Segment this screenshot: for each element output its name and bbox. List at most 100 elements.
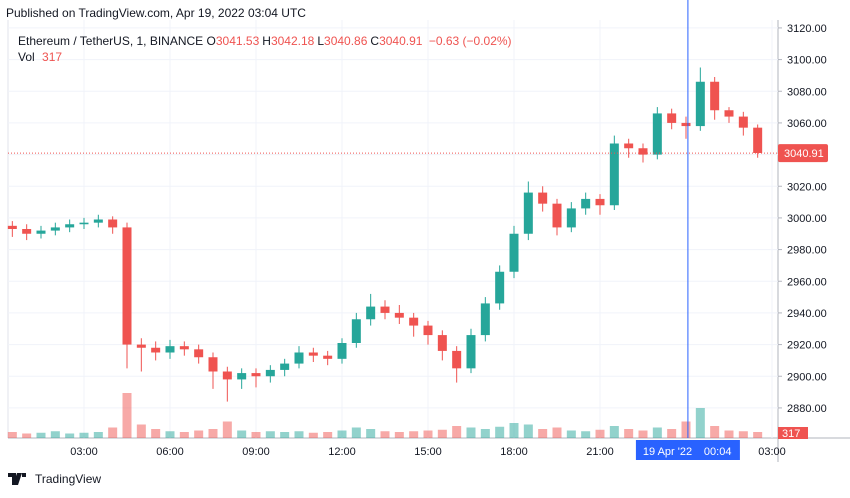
volume-bar [710,426,720,438]
volume-bar [566,430,576,438]
candle-body [581,198,591,209]
volume-legend: Vol 317 [18,50,62,64]
volume-bar [351,427,361,438]
ohlc-value: 3040.91 [379,34,423,48]
volume-bar [738,431,748,438]
last-price-box [778,144,828,163]
legend: Ethereum / TetherUS, 1, BINANCE O3041.53… [18,34,512,48]
volume-bar [452,426,462,438]
volume-bar [22,433,32,438]
volume-bar [409,431,419,438]
candle-body [667,113,677,123]
candle-body [323,355,333,359]
volume-bar [495,426,505,438]
candle-body [409,317,419,326]
volume-bar [208,429,218,438]
volume-bar [480,429,490,438]
candle-body [165,346,175,353]
candle-body [208,357,218,372]
chart: 2880.00 2900.00 2920.00 2940.00 2960.00 2980.… [7,0,850,462]
volume-bar [337,430,347,438]
volume-bar [509,423,519,438]
volume-bar [366,429,376,438]
volume-bar [624,429,634,438]
volume-bar [251,432,261,438]
y-tick-label: 3100.00 [787,55,827,67]
volume-label: Vol [18,50,35,64]
volume-bar [7,432,17,438]
crosshair-date: 19 Apr '22 [643,446,692,458]
x-tick-label: 03:00 [758,446,786,458]
ohlc-label: O [206,34,216,48]
y-tick-label: 3020.00 [787,181,827,193]
candle-body [179,346,189,350]
volume-bar [36,432,46,438]
candle-body [7,225,17,229]
footer-brand: TradingView [35,472,102,486]
candle-body [452,350,462,369]
x-tick-label: 18:00 [500,446,528,458]
volume-bar [179,432,189,438]
volume-bar [308,432,318,438]
volume-bar [437,429,447,438]
candle-body [538,192,548,204]
candle-body [753,127,763,153]
candle-body [366,306,376,320]
candle-body [724,110,734,117]
ohlc-label: C [370,34,380,48]
candle-body [624,143,634,149]
y-tick-label: 2880.00 [787,403,827,415]
volume-bar [552,427,562,438]
y-tick-label: 2940.00 [787,308,827,320]
volume-bar [380,431,390,438]
candle-body [265,369,275,377]
volume-bar [65,433,75,438]
volume-bar [79,432,89,438]
x-tick-label: 03:00 [70,446,98,458]
candle-body [79,222,89,225]
x-tick-label: 21:00 [586,446,614,458]
volume-bar [667,429,677,438]
y-tick-label: 3060.00 [787,118,827,130]
y-tick-label: 3120.00 [787,23,827,35]
ohlc-value: 3041.53 [215,34,260,48]
volume-bar [681,421,691,438]
grid [8,20,778,438]
volume-bar [581,431,591,438]
candle-body [710,81,720,111]
volume-bar [165,431,175,438]
volume-bar [753,432,763,438]
candle-body [394,312,404,318]
candle-body [609,143,619,206]
volume-bar [93,432,103,438]
volume-bar [724,430,734,438]
candle-body [50,227,60,231]
footer: TradingView [8,472,101,486]
candle-body [22,229,32,234]
x-tick-label: 06:00 [156,446,184,458]
candle-body [122,227,132,345]
candle-body [738,116,748,128]
candle-body [652,113,662,155]
volume-bar [523,424,533,438]
volume-bar [280,432,290,438]
ohlc-value: 3040.86 [324,34,368,48]
candle-body [108,219,118,228]
volume-bar [194,430,204,438]
volume-bar [595,429,605,438]
candle-body [93,219,103,223]
volume-bar [423,430,433,438]
y-tick-label: 2960.00 [787,276,827,288]
candle-body [251,373,261,377]
candle-body [638,148,648,155]
ohlc-value: 3042.18 [270,34,315,48]
volume-bar [652,427,662,438]
candle-body [351,319,361,343]
candle-body [280,363,290,370]
volume-bar [237,430,247,438]
x-tick-label: 12:00 [328,446,356,458]
volume-tag: 317 [782,428,800,440]
volume-bar [695,408,705,438]
symbol: Ethereum / TetherUS, 1, BINANCE [18,34,204,48]
